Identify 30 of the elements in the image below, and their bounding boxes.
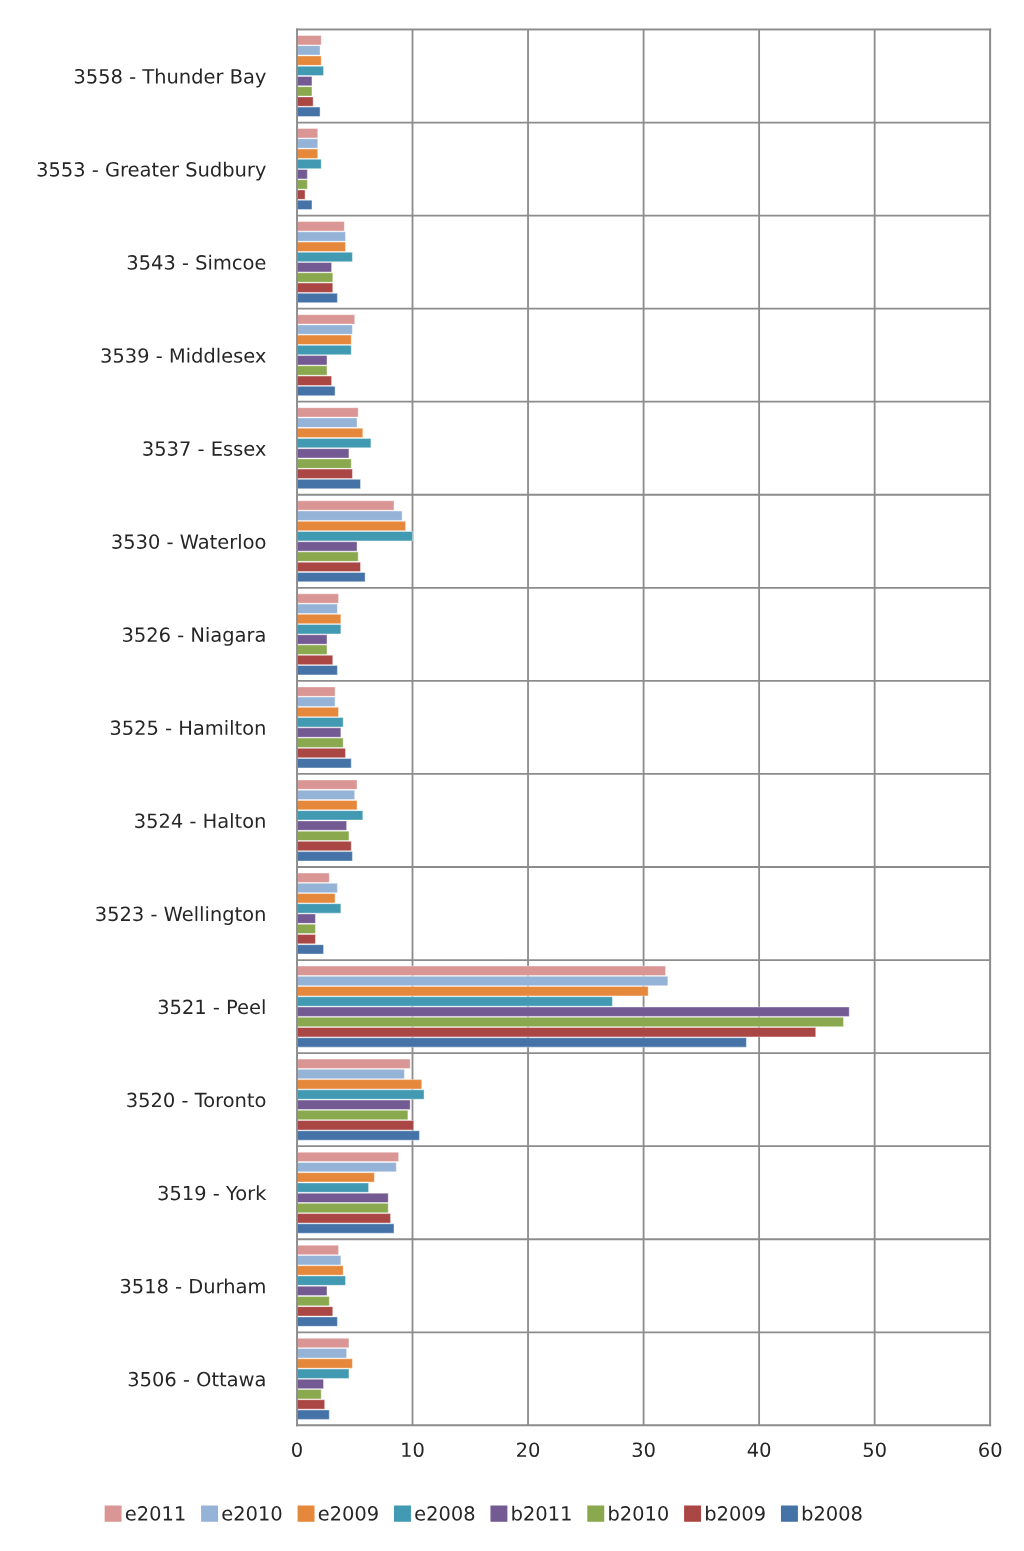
y-tick-label: 3526 - Niagara — [122, 626, 265, 646]
legend-label: b2008 — [802, 1505, 862, 1521]
y-tick-label: 3543 - Simcoe — [127, 254, 266, 270]
y-tick-label: 3523 - Wellington — [96, 906, 265, 925]
legend-label: e2011 — [125, 1506, 185, 1521]
x-tick-label: 0 — [292, 1442, 302, 1458]
y-tick-label: 3521 - Peel — [158, 999, 265, 1015]
x-tick-label: 50 — [863, 1442, 886, 1458]
y-tick-label: 3518 - Durham — [120, 1278, 265, 1294]
legend-label: e2008 — [415, 1506, 475, 1521]
x-tick-label: 10 — [402, 1442, 424, 1458]
y-tick-label: 3539 - Middlesex — [101, 347, 266, 363]
y-tick-label: 3530 - Waterloo — [112, 533, 266, 549]
y-tick-label: 3520 - Toronto — [127, 1092, 266, 1108]
y-tick-label: 3506 - Ottawa — [128, 1371, 265, 1387]
x-tick-label: 30 — [632, 1442, 655, 1458]
x-tick-label: 20 — [517, 1442, 540, 1458]
y-tick-label: 3519 - York — [158, 1185, 267, 1201]
x-tick-label: 60 — [979, 1442, 1002, 1458]
y-tick-label: 3558 - Thunder Bay — [74, 68, 266, 88]
legend-label: b2011 — [512, 1505, 571, 1521]
x-tick-label: 40 — [747, 1442, 771, 1458]
y-tick-label: 3524 - Halton — [135, 813, 265, 829]
y-tick-label: 3525 - Hamilton — [110, 720, 265, 736]
y-tick-label: 3537 - Essex — [143, 441, 266, 456]
legend-label: b2010 — [609, 1505, 668, 1521]
legend-label: b2009 — [706, 1505, 765, 1521]
legend-label: e2009 — [318, 1506, 378, 1521]
y-tick-label: 3553 - Greater Sudbury — [37, 161, 266, 181]
legend-label: e2010 — [222, 1506, 282, 1521]
